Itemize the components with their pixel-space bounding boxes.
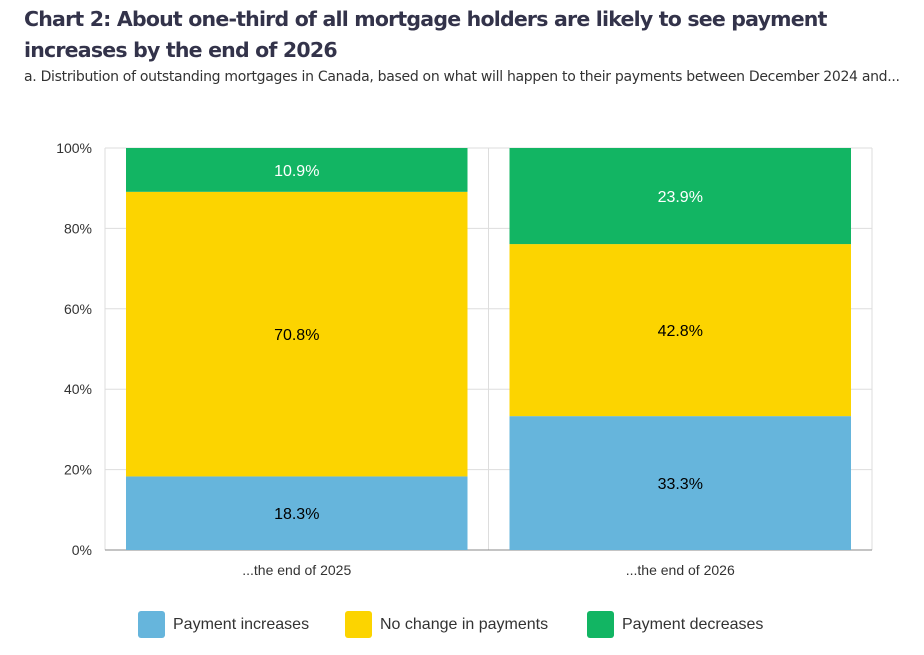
legend-swatch — [138, 611, 165, 638]
legend-item[interactable]: No change in payments — [345, 611, 548, 638]
bar-segment — [509, 148, 851, 245]
bar-segment — [126, 476, 468, 550]
legend-label: No change in payments — [380, 615, 549, 633]
y-tick-label: 80% — [64, 220, 92, 236]
bar-segment — [126, 148, 468, 192]
legend-swatch — [587, 611, 614, 638]
chart-subtitle: a. Distribution of outstanding mortgages… — [24, 69, 900, 85]
stacked-bar-chart: 0% 20% 40% 60% 80% 100% 18.3% 70.8% 10.9% ...the … — [56, 140, 873, 578]
data-label: 23.9% — [658, 189, 703, 206]
x-tick-label: ...the end of 2026 — [626, 562, 735, 578]
data-label: 33.3% — [658, 476, 703, 493]
y-tick-label: 100% — [56, 140, 92, 156]
legend-swatch — [345, 611, 372, 638]
y-tick-label: 0% — [72, 542, 92, 558]
data-label: 42.8% — [658, 323, 703, 340]
data-label: 70.8% — [274, 327, 319, 344]
bar-segment — [509, 416, 851, 550]
bar-segment — [509, 244, 851, 417]
x-tick-label: ...the end of 2025 — [242, 562, 351, 578]
legend-label: Payment increases — [173, 615, 310, 633]
y-tick-label: 20% — [64, 462, 92, 478]
legend-label: Payment decreases — [622, 615, 764, 633]
legend-item[interactable]: Payment increases — [138, 611, 309, 638]
data-label: 10.9% — [274, 163, 319, 180]
chart-title: Chart 2: About one-third of all mortgage… — [24, 7, 827, 62]
bar-segment — [126, 191, 468, 477]
data-label: 18.3% — [274, 506, 319, 523]
legend-item[interactable]: Payment decreases — [587, 611, 763, 638]
y-tick-label: 40% — [64, 381, 92, 397]
y-tick-label: 60% — [64, 301, 92, 317]
